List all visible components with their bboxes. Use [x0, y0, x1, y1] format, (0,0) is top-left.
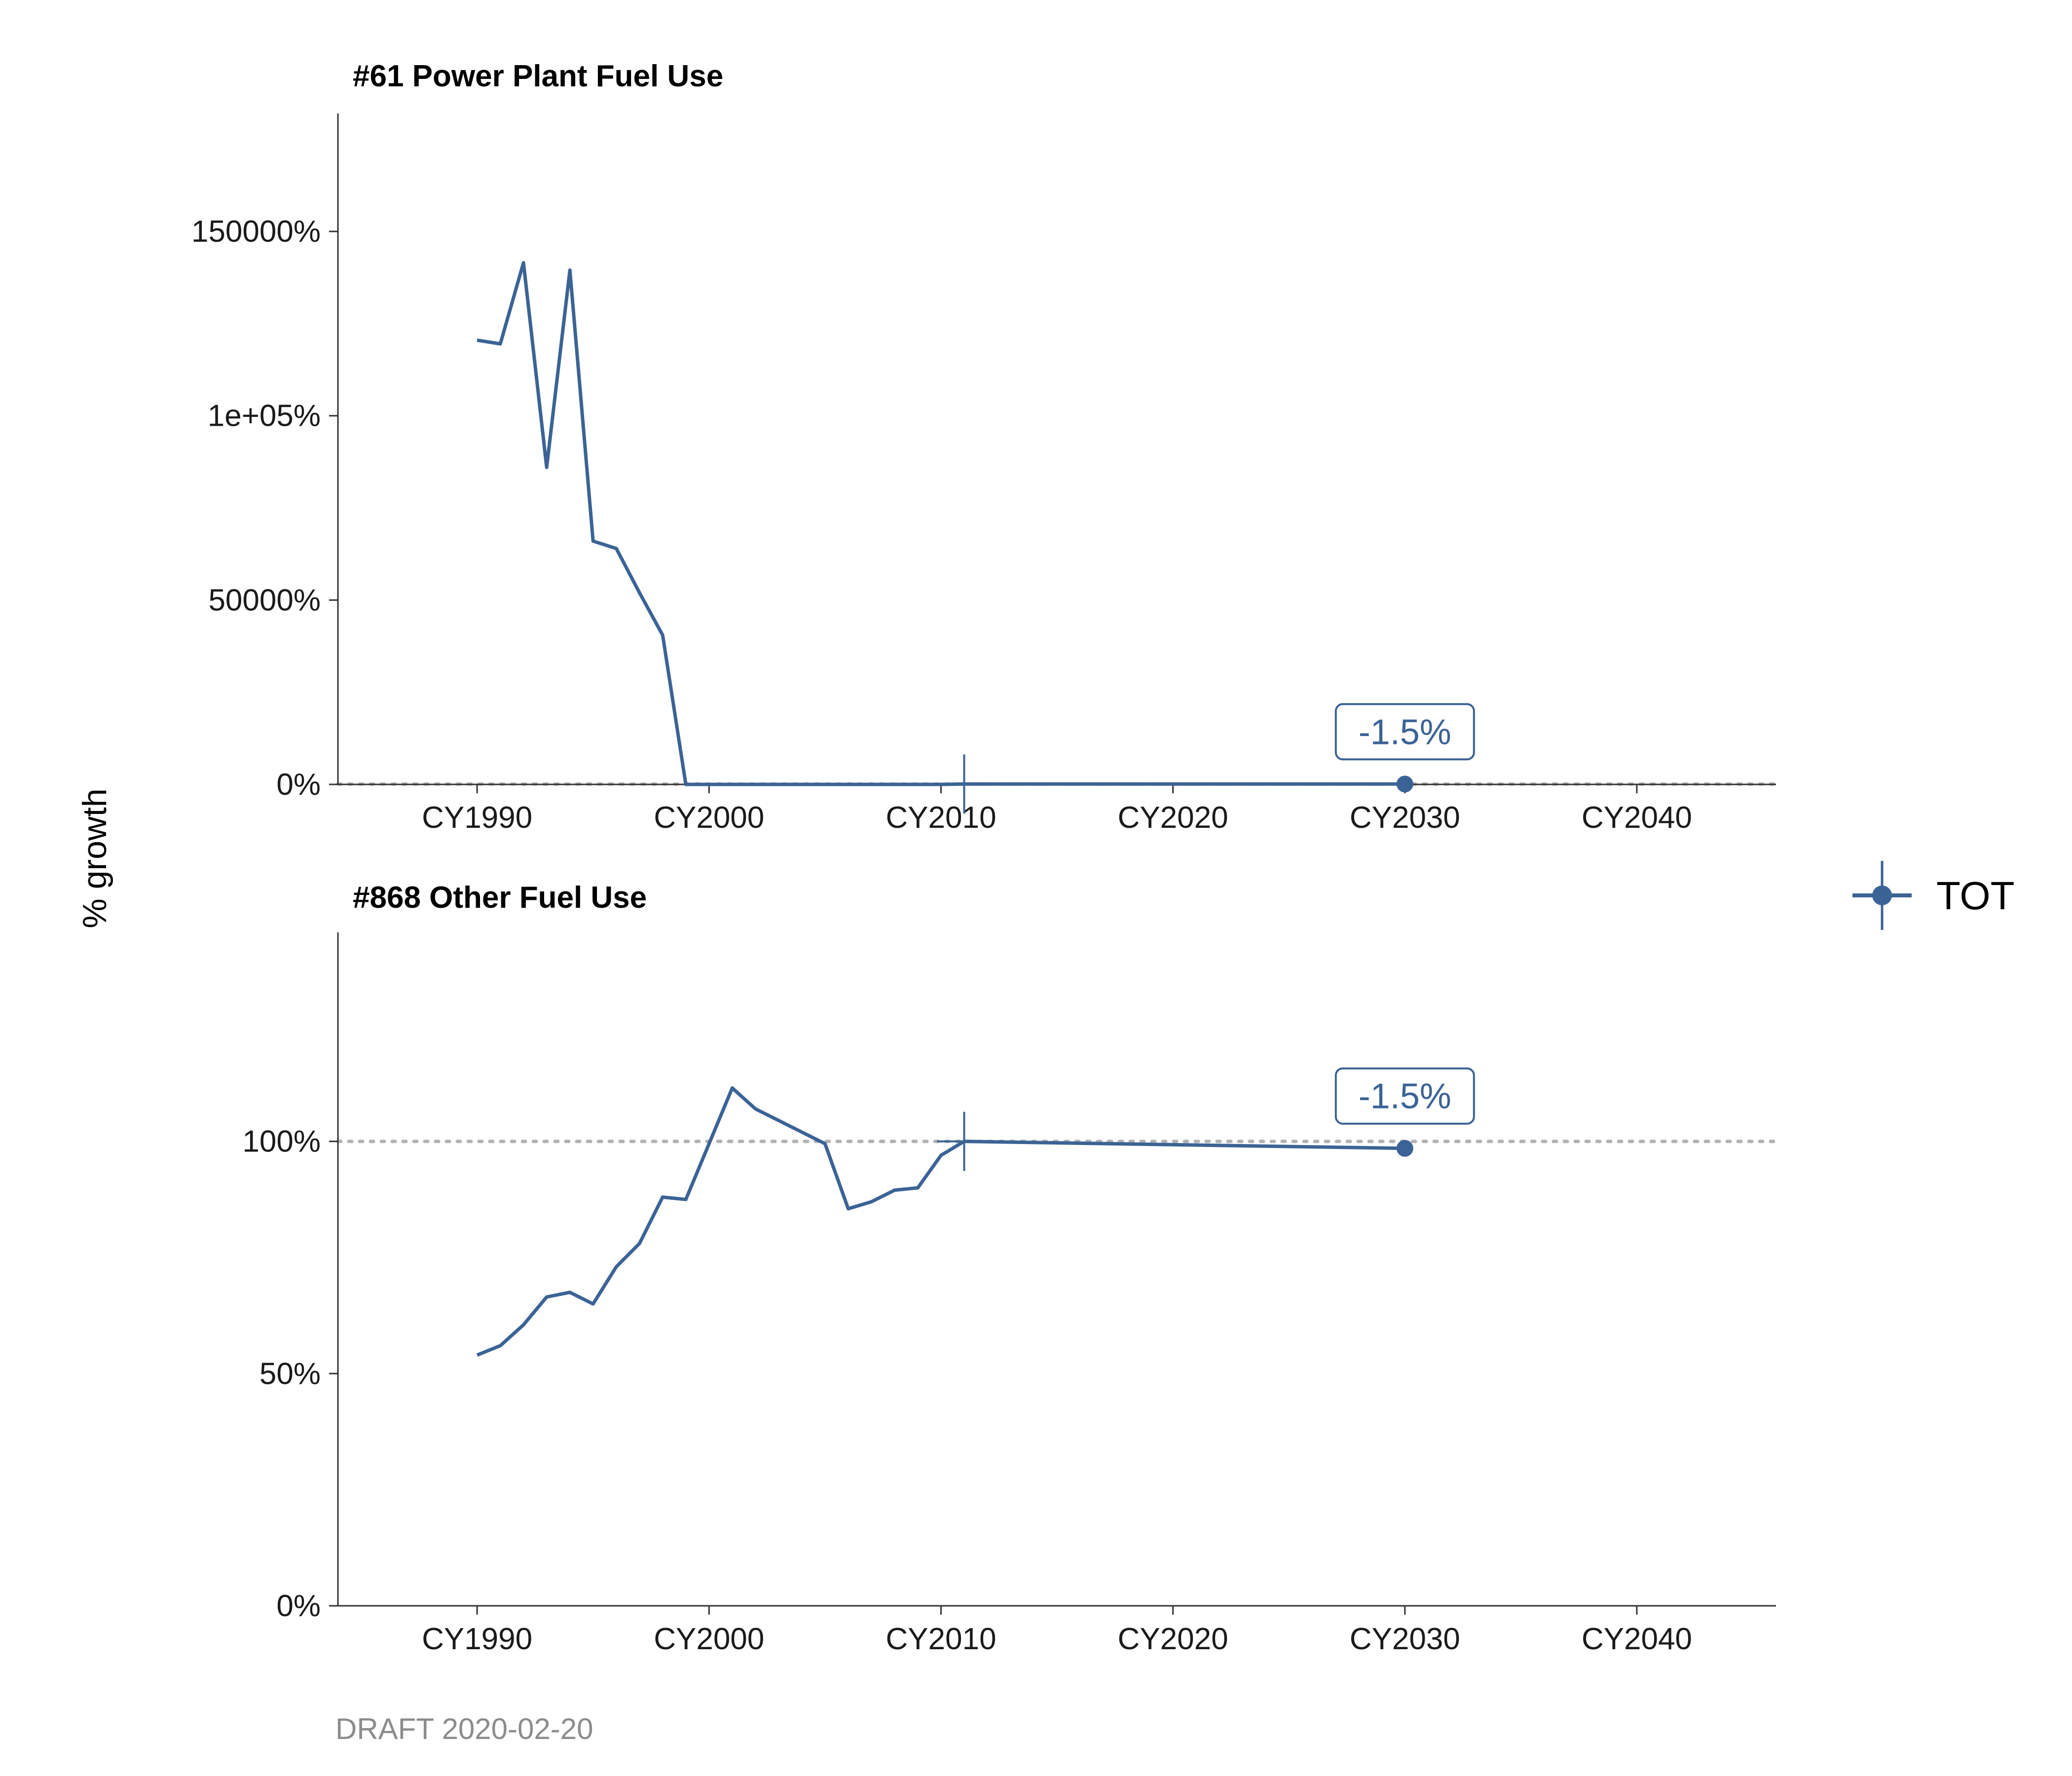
- legend-key-point: [1872, 886, 1892, 905]
- y-tick-label: 0%: [276, 1589, 321, 1623]
- x-tick-label: CY2030: [1350, 1622, 1460, 1656]
- x-tick-label: CY2010: [886, 801, 996, 835]
- panel-power-plant-fuel-use: #61 Power Plant Fuel Use 0% 50000% 1e+05% 15…: [191, 59, 1778, 835]
- y-tick-label: 50000%: [208, 583, 321, 617]
- series-line-tot: [476, 1086, 965, 1357]
- x-tick-label: CY2030: [1350, 801, 1460, 835]
- y-tick-label: 100%: [242, 1125, 321, 1159]
- x-tick-label: CY2020: [1118, 1622, 1228, 1656]
- caption: DRAFT 2020-02-20: [335, 1712, 593, 1745]
- y-tick-label: 50%: [259, 1357, 321, 1391]
- projection-line: [964, 1140, 1405, 1150]
- y-tick-label: 1e+05%: [208, 399, 321, 433]
- y-tick-label: 0%: [276, 768, 321, 802]
- annotation-box: [1334, 703, 1475, 761]
- x-tick-label: CY1990: [422, 801, 532, 835]
- end-point: [1396, 776, 1413, 793]
- annotation-label: -1.5%: [1359, 1077, 1451, 1116]
- panel-title: #61 Power Plant Fuel Use: [353, 59, 723, 93]
- annotation-box: [1334, 1067, 1475, 1125]
- x-tick-label: CY2010: [886, 1622, 996, 1656]
- x-tick-label: CY2040: [1582, 801, 1692, 835]
- annotation-label: -1.5%: [1359, 712, 1451, 752]
- end-point: [1396, 1140, 1413, 1157]
- legend: TOT: [1852, 861, 2015, 930]
- x-tick-label: CY1990: [422, 1622, 532, 1656]
- x-tick-label: CY2000: [654, 1622, 764, 1656]
- x-tick-label: CY2040: [1582, 1622, 1692, 1656]
- panel-title: #868 Other Fuel Use: [353, 881, 647, 915]
- panel-other-fuel-use: #868 Other Fuel Use 0% 50% 100% CY1990 CY2000…: [242, 881, 1778, 1656]
- series-line-tot: [477, 261, 964, 786]
- y-tick-label: 150000%: [191, 215, 321, 249]
- x-tick-label: CY2020: [1118, 801, 1228, 835]
- y-axis-title: % growth: [76, 788, 113, 928]
- x-tick-label: CY2000: [654, 801, 764, 835]
- legend-label: TOT: [1936, 874, 2015, 918]
